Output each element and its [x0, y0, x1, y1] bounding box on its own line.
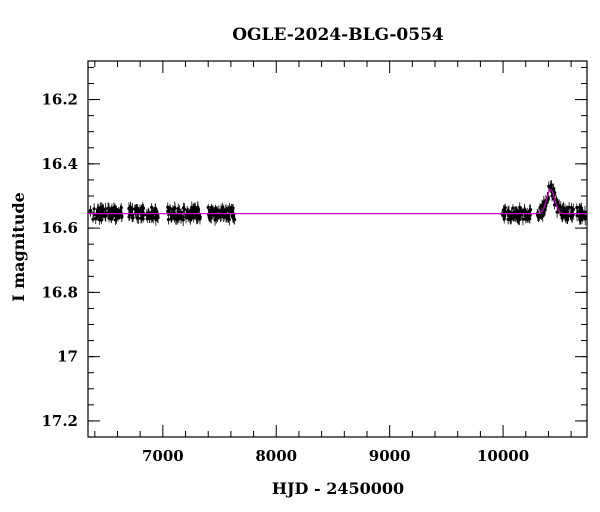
data-point — [98, 217, 102, 222]
y-tick-label: 16.8 — [41, 283, 78, 301]
data-point — [127, 215, 131, 219]
data-point — [227, 214, 231, 218]
data-point — [114, 215, 119, 220]
data-point — [195, 216, 200, 220]
data-point — [168, 206, 172, 210]
data-point — [166, 217, 171, 222]
data-point — [553, 203, 557, 207]
data-point — [560, 205, 565, 209]
data-point — [100, 207, 104, 212]
data-point — [214, 209, 218, 213]
data-point — [213, 218, 217, 222]
data-point — [525, 217, 530, 221]
data-point — [516, 217, 521, 221]
data-point — [543, 208, 547, 212]
data-point — [173, 207, 177, 211]
data-point — [509, 217, 513, 221]
plot-border — [87, 60, 588, 438]
data-point — [110, 209, 114, 213]
data-points — [88, 180, 587, 227]
y-tick-label: 16.6 — [41, 219, 78, 237]
data-point — [138, 208, 142, 212]
data-point — [153, 208, 157, 212]
data-point — [139, 216, 144, 220]
data-point — [206, 205, 210, 209]
y-tick-label: 17.2 — [41, 412, 78, 430]
x-tick-label: 9000 — [369, 447, 411, 465]
plot-frame — [87, 60, 588, 438]
data-point — [563, 215, 567, 219]
data-point — [521, 217, 525, 221]
data-point — [228, 206, 232, 210]
data-point — [231, 215, 235, 219]
data-point — [520, 209, 524, 214]
data-point — [120, 215, 124, 219]
model-curve — [88, 188, 587, 215]
data-point — [174, 216, 179, 220]
data-point — [528, 209, 532, 213]
data-point — [112, 205, 116, 210]
data-point — [109, 217, 114, 221]
data-point — [560, 213, 564, 217]
chart-title: OGLE-2024-BLG-0554 — [232, 25, 444, 45]
x-tick-label: 8000 — [255, 447, 297, 465]
data-point — [578, 217, 583, 221]
data-point — [191, 209, 196, 213]
data-point — [169, 217, 173, 221]
data-point — [107, 216, 111, 220]
x-tick-label: 7000 — [142, 447, 184, 465]
data-point — [131, 216, 135, 220]
data-point — [233, 217, 237, 222]
data-point — [537, 215, 541, 219]
data-point — [511, 206, 515, 210]
data-point — [188, 215, 192, 219]
data-point — [154, 218, 158, 222]
data-point — [555, 210, 559, 214]
data-point — [227, 217, 231, 222]
data-point — [181, 206, 186, 210]
model-line — [88, 188, 587, 215]
data-point — [583, 210, 587, 214]
y-axis-label: I magnitude — [9, 192, 28, 302]
data-point — [172, 213, 177, 218]
data-point — [96, 215, 100, 219]
y-tick-label: 17 — [57, 348, 78, 366]
data-point — [218, 215, 223, 219]
data-point — [196, 206, 200, 210]
y-tick-label: 16.2 — [41, 91, 78, 109]
data-point — [208, 216, 212, 221]
data-point — [119, 206, 123, 210]
data-point — [550, 194, 554, 198]
data-point — [88, 208, 93, 213]
data-point — [118, 213, 122, 217]
data-point — [116, 209, 120, 213]
x-axis-label: HJD - 2450000 — [272, 479, 404, 498]
axis-ticks: 7000 8000 9000 10000 16.2 16.4 16.6 16.8 17 17.2 — [41, 61, 587, 465]
data-point — [208, 209, 212, 213]
data-point — [166, 205, 170, 209]
data-point — [575, 205, 579, 210]
data-point — [578, 207, 582, 211]
x-tick-label: 10000 — [477, 447, 529, 465]
y-tick-label: 16.4 — [41, 155, 78, 173]
data-point — [177, 214, 182, 218]
data-point — [181, 218, 185, 222]
data-point — [222, 209, 226, 213]
data-point — [92, 207, 96, 211]
data-point — [214, 213, 218, 217]
data-point — [106, 206, 110, 210]
data-point — [149, 216, 153, 221]
